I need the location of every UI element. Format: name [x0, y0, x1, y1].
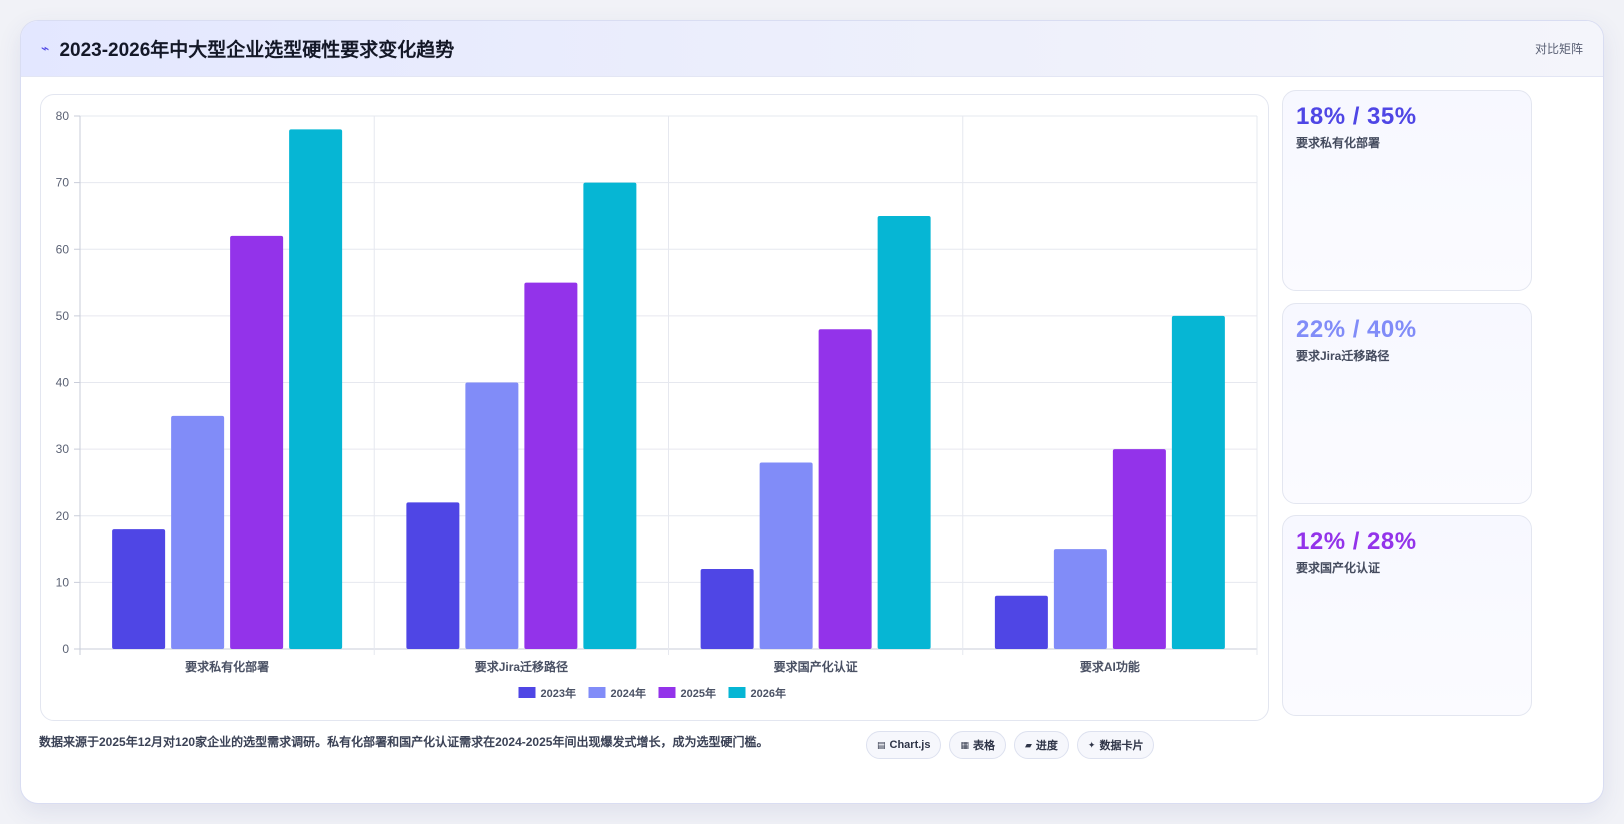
- chip-label: Chart.js: [889, 739, 931, 751]
- sparkle-icon: ✦: [1087, 739, 1096, 750]
- stat-card-private-deploy: 18% / 35% 要求私有化部署: [1282, 90, 1532, 291]
- y-tick-label: 40: [56, 376, 70, 390]
- chip-chartjs[interactable]: ▤ Chart.js: [866, 731, 942, 759]
- bar: [759, 462, 813, 649]
- bar: [700, 569, 754, 649]
- legend-label: 2023年: [541, 686, 576, 700]
- chip-label: 数据卡片: [1099, 740, 1144, 752]
- bar: [465, 382, 519, 649]
- chip-label: 进度: [1035, 740, 1058, 752]
- view-chips: ▤ Chart.js ▦ 表格 ▰ 进度 ✦ 数据卡片: [866, 731, 1155, 759]
- bolt-icon: ⌁: [41, 40, 50, 56]
- stat-value: 22% / 40%: [1296, 316, 1417, 343]
- page-title: 2023-2026年中大型企业选型硬性要求变化趋势: [59, 40, 455, 61]
- stat-label: 要求私有化部署: [1296, 136, 1381, 150]
- y-tick-label: 30: [56, 442, 70, 456]
- bar: [524, 282, 578, 649]
- bar: [877, 215, 931, 649]
- stat-value: 12% / 28%: [1296, 528, 1417, 555]
- chip-data-card[interactable]: ✦ 数据卡片: [1076, 731, 1155, 759]
- stat-label: 要求Jira迁移路径: [1296, 349, 1390, 363]
- y-tick-label: 80: [56, 109, 70, 123]
- legend-swatch: [658, 687, 676, 698]
- chart-panel: 0 10 20 30 40 50 60 70 80 要求私有化部署 要求Jira迁移路径 要求国产化认…: [40, 94, 1269, 721]
- bar: [289, 129, 343, 649]
- x-tick-label: 要求私有化部署: [185, 659, 269, 674]
- y-tick-label: 10: [56, 575, 70, 589]
- y-tick-label: 70: [56, 176, 70, 190]
- bar: [583, 182, 637, 649]
- chip-table[interactable]: ▦ 表格: [949, 731, 1006, 759]
- card-header: ⌁ 2023-2026年中大型企业选型硬性要求变化趋势 对比矩阵: [21, 21, 1603, 77]
- chip-progress[interactable]: ▰ 进度: [1014, 731, 1069, 759]
- bar: [1053, 549, 1107, 649]
- chip-label: 表格: [973, 740, 995, 752]
- chart-icon: ▤: [877, 739, 886, 750]
- x-tick-label: 要求国产化认证: [774, 659, 858, 674]
- bar: [406, 502, 460, 649]
- bar: [230, 235, 284, 650]
- stat-label: 要求国产化认证: [1296, 561, 1381, 575]
- legend-label: 2025年: [681, 686, 716, 700]
- y-tick-label: 0: [62, 642, 69, 656]
- stat-value: 18% / 35%: [1296, 103, 1417, 130]
- legend-swatch: [518, 687, 536, 698]
- footer-note: 数据来源于2025年12月对120家企业的选型需求调研。私有化部署和国产化认证需…: [39, 735, 769, 749]
- bar: [112, 529, 166, 649]
- bar: [994, 595, 1048, 649]
- legend-label: 2026年: [751, 686, 786, 700]
- x-tick-label: 要求Jira迁移路径: [475, 659, 568, 674]
- table-icon: ▦: [960, 739, 969, 750]
- report-card: ⌁ 2023-2026年中大型企业选型硬性要求变化趋势 对比矩阵 0 10 20 30…: [20, 20, 1604, 804]
- y-tick-label: 50: [56, 309, 70, 323]
- x-tick-label: 要求AI功能: [1080, 659, 1140, 674]
- y-tick-label: 60: [56, 242, 70, 256]
- bar: [1112, 449, 1166, 649]
- progress-icon: ▰: [1025, 739, 1032, 750]
- legend-swatch: [728, 687, 746, 698]
- header-title-group: ⌁ 2023-2026年中大型企业选型硬性要求变化趋势: [41, 35, 454, 62]
- bar-chart: 0 10 20 30 40 50 60 70 80 要求私有化部署 要求Jira迁移路径 要求国产化认…: [56, 109, 1258, 700]
- bar: [171, 415, 225, 649]
- compare-matrix-label[interactable]: 对比矩阵: [1534, 42, 1583, 56]
- bar: [1171, 315, 1225, 649]
- bar: [818, 329, 872, 649]
- legend-swatch: [588, 687, 606, 698]
- stat-card-localization-cert: 12% / 28% 要求国产化认证: [1282, 515, 1532, 716]
- legend-label: 2024年: [611, 686, 646, 700]
- y-tick-label: 20: [56, 509, 70, 523]
- stat-card-jira-migration: 22% / 40% 要求Jira迁移路径: [1282, 303, 1532, 504]
